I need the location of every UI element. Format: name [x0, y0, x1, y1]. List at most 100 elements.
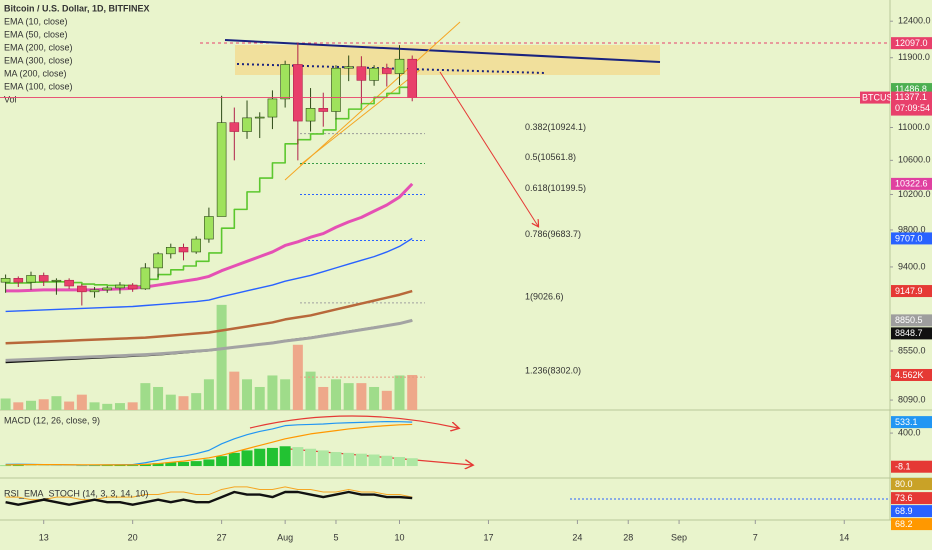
volume-bar — [76, 394, 87, 410]
volume-bar — [153, 386, 164, 410]
volume-bar — [267, 375, 278, 410]
volume-bar — [292, 344, 303, 410]
candle-body — [89, 289, 100, 293]
price-badge-label: 80.0 — [895, 479, 913, 489]
volume-bar — [0, 398, 11, 410]
indicator-line — [5, 289, 413, 345]
fib-label: 0.382(10924.1) — [525, 122, 586, 132]
candle-body — [115, 284, 125, 289]
volume-bar — [51, 396, 62, 410]
y-tick-label: 8090.0 — [898, 394, 926, 404]
volume-bar — [229, 371, 240, 410]
candle-body — [343, 66, 354, 69]
histogram-bar — [330, 452, 342, 467]
price-badge — [891, 368, 932, 381]
price-badge — [891, 416, 932, 429]
x-tick-label: Aug — [277, 532, 293, 542]
volume-bar — [140, 383, 151, 410]
candle-body — [407, 58, 418, 98]
histogram-bar — [368, 454, 380, 467]
candle-body — [254, 116, 265, 119]
candle-body — [394, 58, 405, 74]
y-tick-label: 10200.0 — [898, 189, 931, 199]
volume-bar — [381, 390, 392, 410]
volume-bar — [305, 371, 316, 410]
indicator-line — [5, 237, 413, 313]
candle-body — [102, 287, 113, 291]
fib-label: 0.618(10199.5) — [525, 183, 586, 193]
candle-body — [280, 64, 290, 100]
volume-bar — [356, 383, 367, 410]
price-badge — [891, 91, 932, 116]
histogram-bar — [152, 463, 164, 467]
volume-bar — [369, 386, 380, 410]
volume-bar — [114, 403, 125, 410]
candle-body — [64, 279, 74, 287]
candle-body — [51, 279, 62, 282]
legend-entry: EMA (300, close) — [4, 55, 73, 65]
x-tick-label: 27 — [217, 532, 227, 542]
candle-body — [229, 122, 240, 132]
histogram-bar — [177, 461, 189, 467]
legend-entry: EMA (200, close) — [4, 42, 73, 52]
y-tick-label: 10600.0 — [898, 155, 931, 165]
candle-body — [140, 267, 151, 290]
candle-body — [318, 108, 329, 112]
price-badge-label: 533.1 — [895, 417, 918, 427]
legend-entry: EMA (50, close) — [4, 29, 68, 39]
price-badge — [891, 285, 932, 298]
volume-bar — [318, 386, 329, 410]
x-tick-label: 20 — [128, 532, 138, 542]
fib-label: 1(9026.6) — [525, 291, 564, 301]
pane-title: MACD (12, 26, close, 9) — [4, 415, 100, 425]
price-badge-label: 68.2 — [895, 519, 913, 529]
volume-bar — [178, 396, 189, 410]
price-badge-label: 8848.7 — [895, 328, 923, 338]
y-tick-label: 400.0 — [898, 427, 921, 437]
price-badge-label: 9707.0 — [895, 233, 923, 243]
candle-body — [242, 117, 252, 132]
x-tick-label: 10 — [395, 532, 405, 542]
price-badge — [891, 460, 932, 473]
y-tick-label: 11000.0 — [898, 122, 930, 132]
price-badge-label: 10322.6 — [895, 179, 928, 189]
legend-entry: EMA (100, close) — [4, 81, 73, 91]
y-tick-label: 12400.0 — [898, 16, 931, 26]
volume-bar — [127, 402, 138, 410]
fib-label: 1.236(8302.0) — [525, 366, 581, 376]
candle-body — [165, 247, 176, 255]
x-tick-label: 28 — [623, 532, 633, 542]
indicator-line — [5, 423, 413, 466]
volume-bar — [254, 386, 265, 410]
price-badge — [891, 505, 932, 518]
histogram-bar — [190, 461, 202, 467]
candle-body — [204, 216, 214, 240]
pane-title: RSI_EMA_STOCH (14, 3, 3, 14, 10) — [4, 488, 148, 498]
legend-entry: EMA (10, close) — [4, 16, 68, 26]
price-badge — [891, 478, 932, 490]
volume-bar — [64, 401, 75, 410]
histogram-bar — [355, 453, 367, 467]
candle-body — [178, 247, 189, 253]
histogram-bar — [317, 450, 329, 467]
volume-bar — [191, 393, 202, 410]
symbol-label: BTCUSD — [862, 92, 900, 102]
histogram-bar — [127, 465, 139, 467]
fib-label: 0.786(9683.7) — [525, 229, 581, 239]
candle-body — [77, 285, 87, 293]
histogram-bar — [165, 462, 177, 467]
y-tick-label: 8550.0 — [898, 345, 926, 355]
x-tick-label: 7 — [753, 532, 758, 542]
price-badge — [891, 314, 932, 327]
volume-bar — [26, 400, 37, 410]
volume-bar — [102, 403, 113, 410]
volume-bar — [330, 379, 341, 410]
price-badge — [891, 518, 932, 531]
candle-body — [26, 275, 36, 283]
candle-body — [191, 238, 201, 253]
price-badge — [891, 492, 932, 505]
histogram-bar — [305, 448, 317, 467]
histogram-bar — [266, 447, 278, 467]
